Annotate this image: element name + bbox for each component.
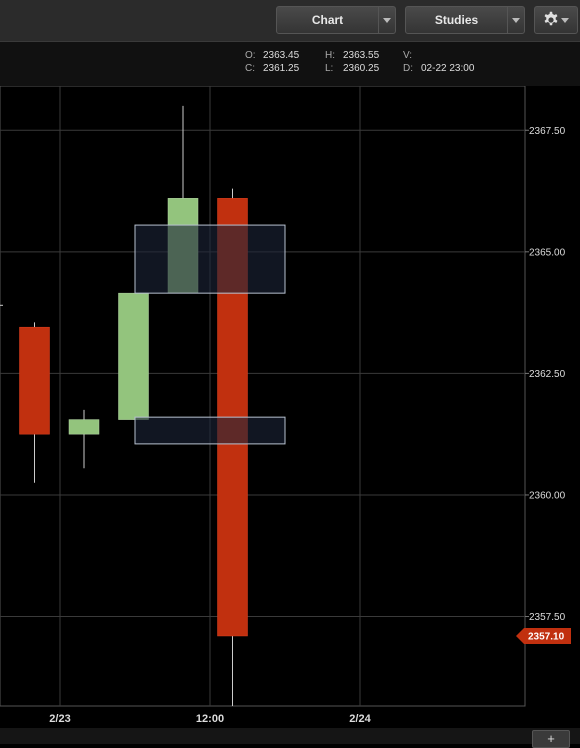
price-zone-box <box>134 224 286 294</box>
candlestick-chart[interactable]: 2367.50 2365.00 2362.50 2360.00 2357.50 2/23 1… <box>0 86 580 728</box>
toolbar: Chart Studies <box>0 0 580 42</box>
x-tick-label: 2/23 <box>49 713 70 725</box>
low-readout: L: 2360.25 <box>325 63 380 74</box>
studies-button[interactable]: Studies <box>405 6 525 34</box>
candle-body-up <box>118 292 149 420</box>
date-readout: D: 02-22 23:00 <box>403 63 475 74</box>
y-tick-label: 2360.00 <box>529 490 566 501</box>
ohlc-info-bar: O: 2363.45 C: 2361.25 H: 2363.55 L: 2360.25 … <box>0 42 580 86</box>
axes: 2367.50 2365.00 2362.50 2360.00 2357.50 2/23 1… <box>0 126 571 725</box>
chevron-down-icon[interactable] <box>507 7 524 33</box>
price-zone-box <box>134 416 286 445</box>
footer-bar <box>0 728 580 744</box>
current-price-tag <box>516 627 571 644</box>
x-tick-label: 2/24 <box>349 713 371 725</box>
settings-button[interactable] <box>534 6 578 34</box>
chevron-down-icon[interactable] <box>560 7 570 33</box>
candles <box>19 105 248 706</box>
x-tick-label: 12:00 <box>196 713 224 725</box>
gear-icon <box>544 11 558 26</box>
volume-readout: V: <box>403 50 413 61</box>
candle-body-up <box>68 419 100 435</box>
add-panel-button[interactable]: + <box>532 730 570 748</box>
y-tick-label: 2367.50 <box>529 126 566 137</box>
y-tick-label: 2362.50 <box>529 369 566 380</box>
chart-button[interactable]: Chart <box>276 6 396 34</box>
chart-button-label: Chart <box>311 13 344 27</box>
close-readout: C: 2361.25 <box>245 63 300 74</box>
candle-body-down <box>19 326 50 435</box>
grid <box>0 86 526 707</box>
y-tick-label: 2365.00 <box>529 247 566 258</box>
y-tick-label: 2357.50 <box>529 612 566 623</box>
studies-button-label: Studies <box>434 13 479 27</box>
plot-border <box>0 86 526 707</box>
high-readout: H: 2363.55 <box>325 50 380 61</box>
open-readout: O: 2363.45 <box>245 50 300 61</box>
current-price-label: 2357.10 <box>528 631 565 642</box>
chevron-down-icon[interactable] <box>378 7 395 33</box>
zones <box>134 224 286 445</box>
